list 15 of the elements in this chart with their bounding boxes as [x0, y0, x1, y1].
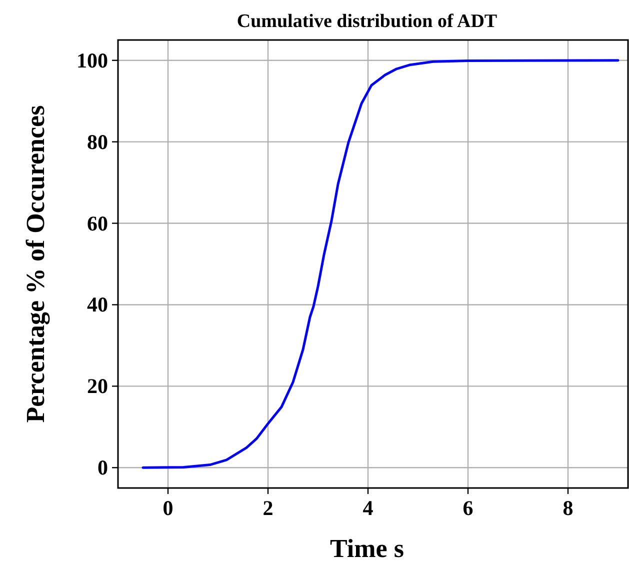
- x-tick-label: 8: [562, 496, 574, 520]
- x-tick-label: 4: [362, 496, 374, 520]
- y-axis-title: Percentage % of Occurences: [21, 105, 50, 423]
- y-tick-label: 0: [98, 456, 108, 480]
- chart-title: Cumulative distribution of ADT: [236, 11, 498, 32]
- x-tick-label: 6: [462, 496, 474, 520]
- y-tick-label: 60: [87, 211, 108, 236]
- x-tick-label: 2: [262, 496, 274, 520]
- x-tick-label: 0: [162, 496, 174, 520]
- y-tick-label: 100: [76, 48, 108, 72]
- x-axis-title: Time s: [330, 534, 404, 563]
- y-tick-label: 20: [87, 374, 108, 398]
- line-series: [142, 59, 620, 469]
- y-tick-label: 40: [87, 292, 108, 317]
- y-tick-label: 80: [87, 130, 108, 154]
